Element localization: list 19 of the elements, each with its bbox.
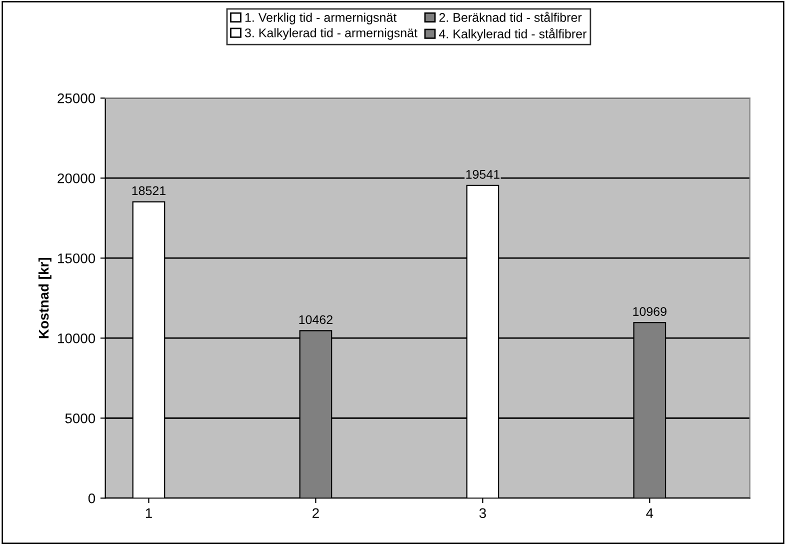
y-tick-label: 5000 [65, 413, 96, 424]
data-label: 10969 [633, 307, 666, 316]
data-label: 10462 [299, 315, 332, 324]
legend-label: 4. Kalkylerad tid - stålfibrer [439, 28, 586, 41]
x-tick-label: 4 [646, 508, 654, 518]
legend-label: 1. Verklig tid - armernigsnät [245, 12, 397, 24]
y-tick-label: 0 [88, 493, 96, 504]
y-tick-label: 10000 [58, 333, 96, 344]
legend-label: 3. Kalkylerad tid - armernigsnät [244, 28, 418, 40]
legend-label: 2. Beräknad tid - stålfibrer [439, 12, 582, 22]
data-label: 18521 [132, 186, 166, 196]
y-axis-title: Kostnad [kr] [38, 258, 52, 338]
y-tick-label: 25000 [58, 93, 96, 104]
y-tick-label: 20000 [58, 173, 96, 184]
data-label: 19541 [466, 170, 500, 179]
x-tick-label: 2 [312, 508, 319, 518]
x-tick-label: 3 [479, 508, 486, 518]
y-tick-label: 15000 [58, 253, 96, 264]
x-tick-label: 1 [146, 508, 152, 518]
